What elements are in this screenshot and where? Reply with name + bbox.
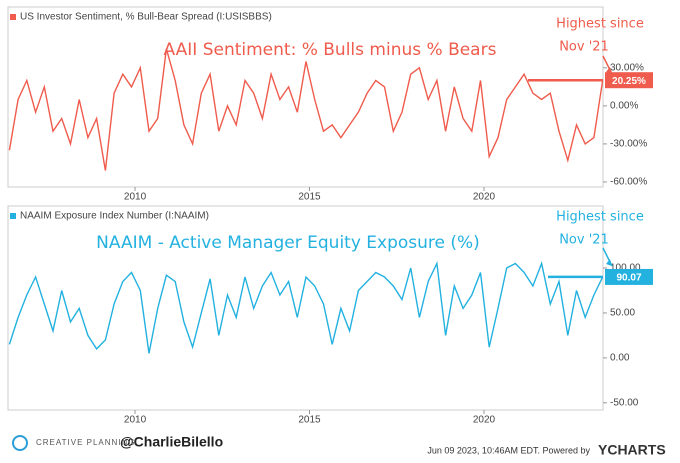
source: YCHARTS: [598, 442, 666, 458]
x-tick-label: 2020: [473, 415, 496, 426]
y-tick-label: 0.00: [610, 353, 630, 364]
plot-area: [7, 205, 604, 411]
legend-swatch: [10, 213, 16, 219]
y-tick-label: 100.00: [610, 263, 641, 274]
last-value-label: 20.25%: [612, 76, 646, 87]
legend-label: US Investor Sentiment, % Bull-Bear Sprea…: [20, 12, 272, 23]
series-line: [8, 261, 604, 354]
annotation: Nov '21: [559, 233, 609, 248]
last-value-box: [605, 268, 653, 285]
x-tick-label: 2010: [124, 192, 147, 203]
plot-area: [7, 6, 604, 188]
annotation: Nov '21: [559, 40, 609, 55]
legend-swatch: [10, 14, 16, 20]
y-tick-label: 0.00%: [610, 101, 638, 112]
series-line: [8, 48, 604, 171]
y-tick-label: -50.00: [610, 397, 639, 408]
timestamp: Jun 09 2023, 10:46AM EDT. Powered by: [427, 445, 590, 455]
annotation-arrowhead: [606, 259, 612, 266]
y-tick-label: -30.00%: [610, 139, 647, 150]
annotation-arrowhead: [606, 67, 612, 74]
y-tick-label: -60.00%: [610, 177, 647, 188]
legend-label: NAAIM Exposure Index Number (I:NAAIM): [20, 211, 209, 222]
brand-icon: [12, 435, 28, 451]
x-tick-label: 2020: [473, 192, 496, 203]
annotation-title: AAII Sentiment: % Bulls minus % Bears: [164, 40, 497, 60]
annotation: Highest since: [556, 210, 644, 225]
x-tick-label: 2015: [298, 192, 321, 203]
y-tick-label: 30.00%: [610, 62, 644, 73]
annotation-title: NAAIM - Active Manager Equity Exposure (…: [96, 233, 480, 253]
brand: CREATIVE PLANNING: [36, 438, 136, 447]
handle: @CharlieBilello: [120, 434, 223, 450]
last-value-box: [605, 72, 653, 89]
last-value-label: 90.07: [616, 273, 641, 284]
annotation: Highest since: [556, 17, 644, 32]
x-tick-label: 2010: [124, 415, 147, 426]
y-tick-label: 50.00: [610, 308, 635, 319]
x-tick-label: 2015: [298, 415, 321, 426]
